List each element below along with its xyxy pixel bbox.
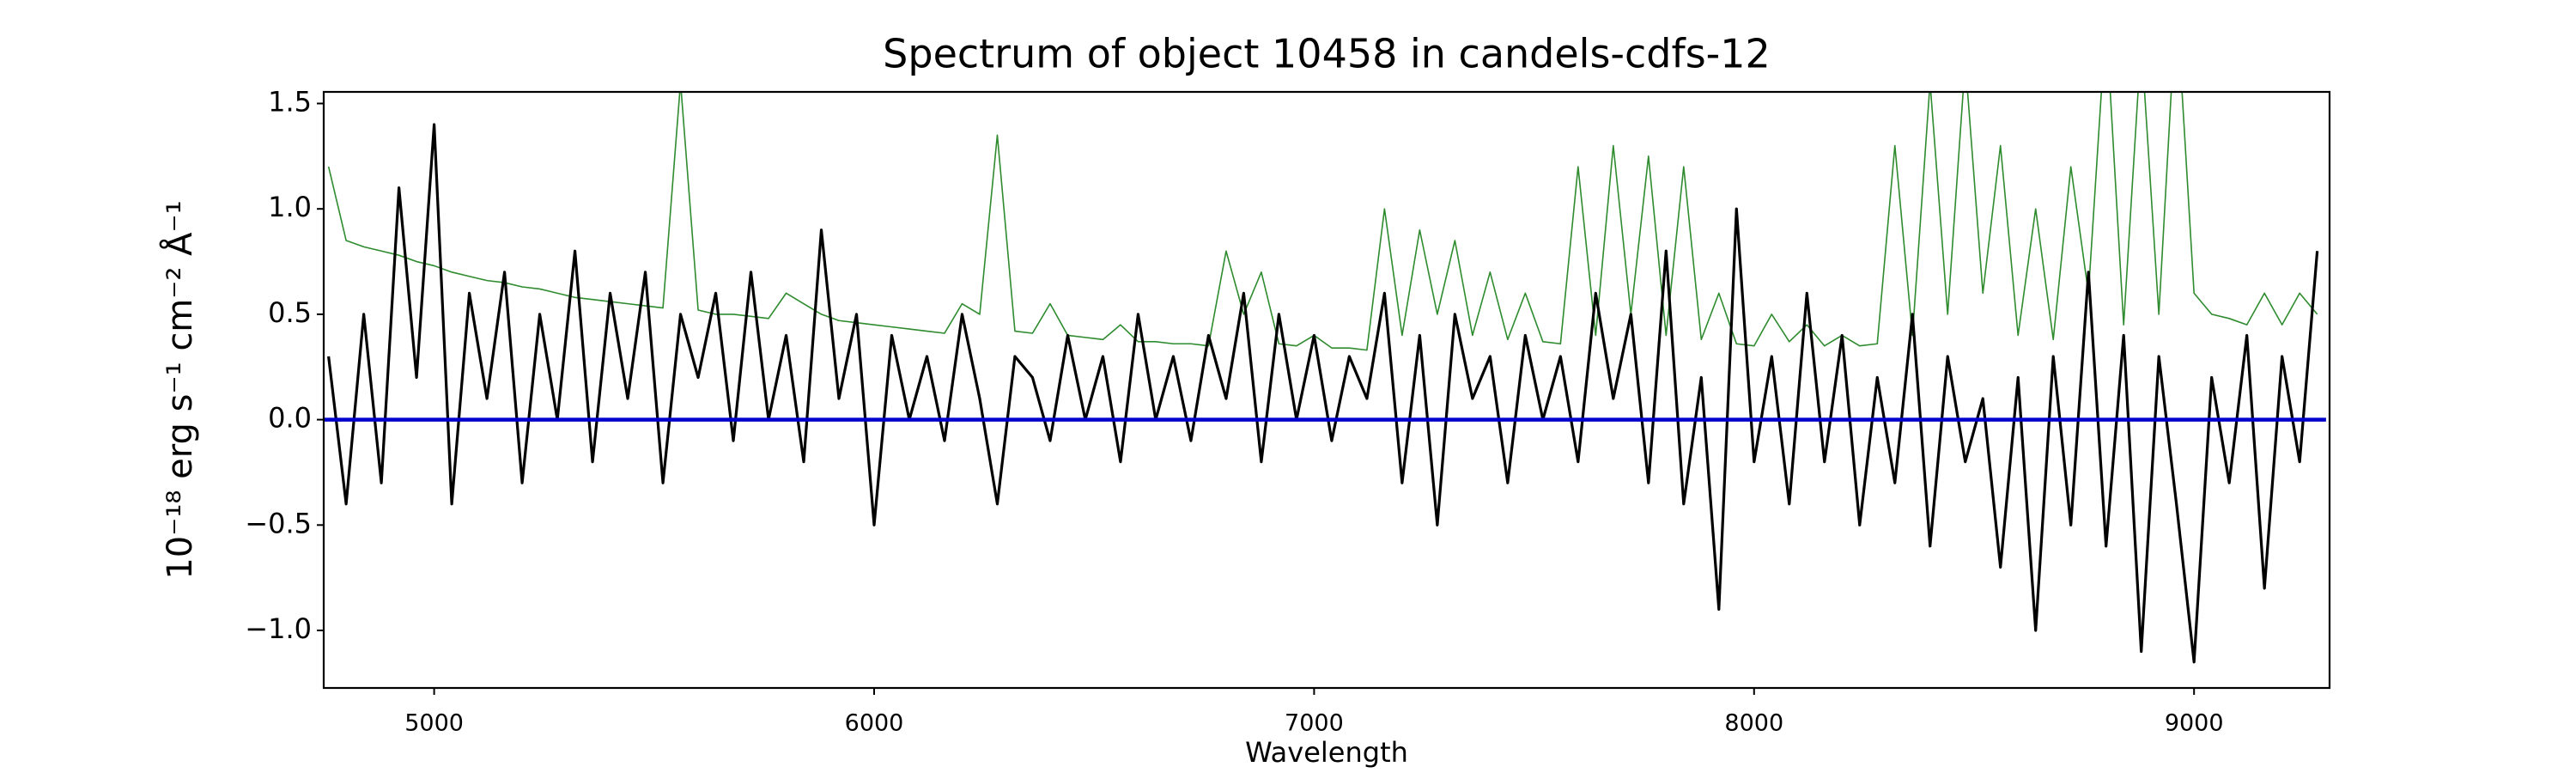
y-axis-label: 10⁻¹⁸ erg s⁻¹ cm⁻² Å⁻¹: [159, 200, 200, 579]
spectrum-line: [327, 92, 2318, 351]
y-tick-label: −1.0: [245, 612, 312, 645]
x-tick-label: 9000: [2165, 710, 2224, 737]
x-axis-label: Wavelength: [1245, 736, 1408, 769]
y-tick-label: −0.5: [245, 507, 312, 539]
x-tick-label: 8000: [1724, 710, 1783, 737]
x-tick-label: 7000: [1285, 710, 1344, 737]
x-tick-label: 5000: [404, 710, 464, 737]
chart-title: Spectrum of object 10458 in candels-cdfs…: [883, 31, 1771, 77]
y-tick-label: 1.5: [268, 85, 312, 118]
y-tick-label: 0.5: [268, 296, 312, 329]
x-tick-label: 6000: [845, 710, 904, 737]
plot-lines: [324, 92, 2326, 664]
plot-frame: [322, 90, 2331, 690]
spectrum-line: [327, 123, 2319, 664]
y-tick-label: 1.0: [268, 191, 312, 223]
y-tick-label: 0.0: [268, 402, 312, 435]
